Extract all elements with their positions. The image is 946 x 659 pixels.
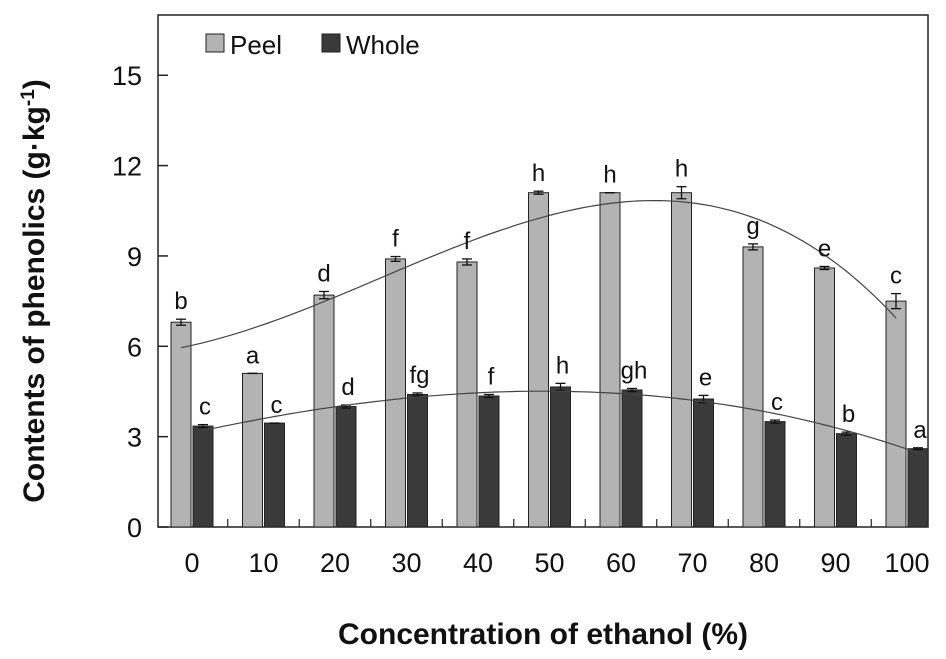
y-axis-title: Contents of phenolics (g·kg-1) xyxy=(18,79,51,503)
x-tick-label: 60 xyxy=(606,548,636,578)
significance-letter: gh xyxy=(621,357,648,384)
y-tick-label: 6 xyxy=(127,332,142,362)
bar-whole xyxy=(407,393,428,528)
significance-letter: f xyxy=(488,363,495,390)
x-tick-label: 0 xyxy=(184,548,199,578)
legend: Peel Whole xyxy=(205,30,420,60)
trendline-peel xyxy=(180,200,897,349)
bar-whole xyxy=(693,398,714,528)
significance-letter: c xyxy=(771,389,783,416)
bar-peel xyxy=(170,321,192,528)
significance-letter: b xyxy=(842,401,855,428)
significance-letter: c xyxy=(271,392,283,419)
y-tick-label: 15 xyxy=(112,61,142,91)
y-tick-label: 3 xyxy=(127,423,142,453)
significance-letter: f xyxy=(464,228,471,255)
bar-peel xyxy=(742,246,764,528)
y-axis-title-main: Contents of phenolics (g·kg xyxy=(18,106,51,503)
significance-letter: c xyxy=(199,394,211,421)
bar-peel xyxy=(599,192,621,528)
legend-label-peel: Peel xyxy=(230,30,282,60)
significance-letter: d xyxy=(341,374,354,401)
x-tick-label: 40 xyxy=(463,548,493,578)
plot-area: 0 3 6 9 12 15 0 10 20 30 40 50 60 70 80 90 100 b a d f f h h h… xyxy=(112,14,930,578)
bar-peel xyxy=(385,258,406,528)
significance-letter: b xyxy=(174,288,187,315)
significance-letter: a xyxy=(913,417,927,444)
bar-peel xyxy=(242,372,263,528)
x-tick-label: 10 xyxy=(248,548,278,578)
bar-whole xyxy=(621,389,643,528)
y-axis-title-close: ) xyxy=(18,79,51,89)
significance-letter: f xyxy=(392,226,399,253)
x-tick-label: 70 xyxy=(677,548,707,578)
significance-letter: h xyxy=(556,352,569,379)
significance-letter: d xyxy=(317,260,330,287)
bar-whole xyxy=(907,448,929,528)
bar-whole xyxy=(550,386,571,528)
bar-peel xyxy=(528,192,549,528)
trendline-whole xyxy=(202,390,919,454)
bar-peel xyxy=(885,300,907,528)
significance-letter: c xyxy=(890,263,902,290)
trendlines xyxy=(180,200,919,454)
significance-letter: g xyxy=(746,213,759,240)
y-axis: 0 3 6 9 12 15 xyxy=(112,61,168,543)
significance-letter: fg xyxy=(409,362,429,389)
x-axis: 0 10 20 30 40 50 60 70 80 90 100 xyxy=(184,519,930,578)
y-axis-title-superscript: -1 xyxy=(18,89,39,106)
bar-whole xyxy=(764,421,786,528)
legend-swatch-whole xyxy=(321,33,341,53)
significance-letter: h xyxy=(532,160,545,187)
y-tick-label: 0 xyxy=(127,513,142,543)
bar-peel xyxy=(313,294,335,528)
significance-letter: h xyxy=(603,162,616,189)
y-tick-label: 12 xyxy=(112,152,142,182)
legend-swatch-peel xyxy=(205,33,225,53)
y-tick-label: 9 xyxy=(127,242,142,272)
bar-peel xyxy=(671,192,692,528)
significance-letters: b a d f f h h h g e c c c d fg f h gh e c b a xyxy=(174,156,927,444)
x-tick-label: 30 xyxy=(391,548,421,578)
x-axis-title: Concentration of ethanol (%) xyxy=(338,618,748,651)
bar-whole xyxy=(264,422,285,528)
significance-letter: e xyxy=(818,235,831,262)
x-tick-label: 80 xyxy=(749,548,779,578)
x-tick-label: 90 xyxy=(820,548,850,578)
x-tick-label: 50 xyxy=(534,548,564,578)
x-tick-label: 20 xyxy=(320,548,350,578)
x-tick-label: 100 xyxy=(884,548,929,578)
bar-peel xyxy=(456,261,478,528)
legend-label-whole: Whole xyxy=(346,30,420,60)
bar-whole xyxy=(335,406,357,528)
bars xyxy=(170,186,929,528)
significance-letter: h xyxy=(675,156,688,183)
bar-whole xyxy=(478,395,500,528)
bar-peel xyxy=(814,267,835,528)
bar-whole xyxy=(192,425,214,528)
significance-letter: e xyxy=(699,364,712,391)
significance-letter: a xyxy=(246,342,260,369)
bar-whole xyxy=(836,433,857,528)
